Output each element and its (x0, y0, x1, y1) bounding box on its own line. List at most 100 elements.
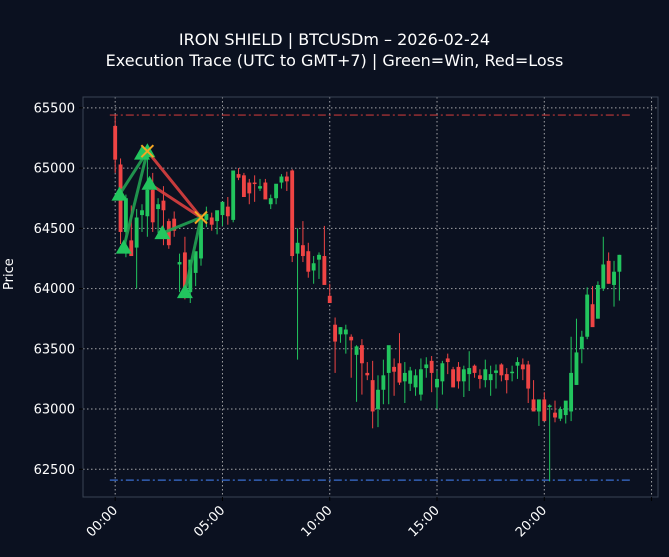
candle-up (220, 201, 225, 216)
candle-up (612, 271, 616, 285)
candle-down (300, 245, 305, 257)
candle-up (268, 198, 273, 205)
candle-down (252, 182, 257, 185)
candle-down (290, 170, 295, 257)
candle-up (134, 217, 139, 248)
candle-up (188, 259, 193, 293)
entry-triangle-icon (115, 239, 132, 254)
candle-up (536, 399, 541, 412)
candle-up (274, 183, 279, 199)
y-tick-label: 62500 (34, 463, 75, 478)
candle-down (166, 221, 171, 246)
candle-up (311, 263, 316, 271)
candle-up (258, 186, 262, 189)
candle-up (354, 346, 359, 355)
trade-line-win (183, 215, 203, 294)
candle-down (129, 240, 134, 257)
candle-down (456, 366, 461, 382)
y-tick-label: 65500 (34, 101, 75, 116)
candle-up (177, 262, 182, 265)
candle-up (467, 368, 472, 375)
candle-up (145, 189, 150, 217)
candle-up (231, 170, 236, 220)
y-tick-label: 63000 (34, 403, 75, 418)
candle-down (445, 358, 450, 363)
candle-up (569, 372, 574, 412)
axes-frame (82, 96, 659, 498)
candle-up (402, 372, 407, 382)
candle-down (327, 295, 332, 304)
candle-down (161, 200, 166, 211)
y-tick-label: 63500 (34, 342, 75, 357)
candle-down (322, 256, 327, 285)
candle-up (418, 369, 423, 395)
candle-down (236, 174, 241, 178)
candle-down (392, 366, 397, 372)
candle-up (317, 254, 321, 260)
candle-down (365, 372, 370, 376)
chart-subtitle: Execution Trace (UTC to GMT+7) | Green=W… (105, 51, 564, 70)
candle-up (601, 264, 606, 289)
y-tick-label: 64000 (34, 282, 75, 297)
candle-down (241, 175, 246, 197)
candle-up (579, 336, 584, 349)
candle-down (209, 217, 214, 225)
candle-down (182, 252, 187, 290)
candle-up (193, 251, 198, 273)
plot-area (109, 114, 631, 482)
grid (83, 97, 658, 497)
x-tick-label: 20:00 (513, 503, 550, 540)
candle-down (333, 324, 338, 342)
x-axis: 00:00 05:00 10:00 15:00 20:00 (84, 497, 653, 540)
candle-up (617, 254, 622, 272)
x-tick-label: 10:00 (298, 503, 335, 540)
entry-triangle-icon (154, 225, 171, 240)
candle-up (343, 329, 348, 335)
entry-triangle-icon (176, 284, 193, 299)
candle-up (215, 210, 220, 222)
candle-down (359, 345, 364, 364)
candle-up (547, 405, 552, 407)
exit-x-icon (194, 210, 208, 225)
candle-down (520, 364, 525, 370)
candle-down (553, 412, 557, 418)
chart-title: IRON SHIELD | BTCUSDm – 2026-02-24 (178, 30, 491, 49)
exit-x-icon (140, 144, 155, 158)
candle-down (531, 399, 536, 412)
candle-up (381, 375, 386, 390)
candle-up (440, 363, 445, 382)
trades (111, 143, 208, 299)
entry-triangle-icon (141, 175, 158, 190)
candle-up (435, 378, 439, 388)
candle-down (499, 364, 504, 376)
candle-down (150, 189, 155, 223)
candle-down (284, 176, 289, 182)
candle-up (574, 352, 579, 385)
candle-down (542, 399, 547, 422)
candle-up (140, 210, 144, 216)
candle-up (386, 345, 391, 373)
candle-down (349, 336, 354, 341)
candle-down (370, 380, 375, 412)
candle-down (113, 125, 118, 160)
x-tick-label: 05:00 (191, 503, 228, 540)
candle-up (408, 370, 413, 384)
candle-up (585, 294, 590, 337)
x-tick-label: 15:00 (406, 503, 443, 540)
candle-up (279, 176, 284, 183)
y-tick-label: 65000 (34, 162, 75, 177)
candle-down (477, 375, 482, 379)
candle-up (483, 369, 488, 381)
candle-down (429, 360, 434, 373)
candle-up (515, 362, 520, 366)
x-tick-label: 00:00 (84, 503, 121, 540)
candle-up (413, 375, 418, 388)
candle-up (123, 198, 128, 232)
candle-up (595, 284, 600, 319)
candle-down (504, 374, 509, 381)
trade-line-loss (148, 182, 203, 219)
candle-up (156, 204, 161, 210)
y-tick-label: 64500 (34, 222, 75, 237)
candles (113, 115, 622, 482)
